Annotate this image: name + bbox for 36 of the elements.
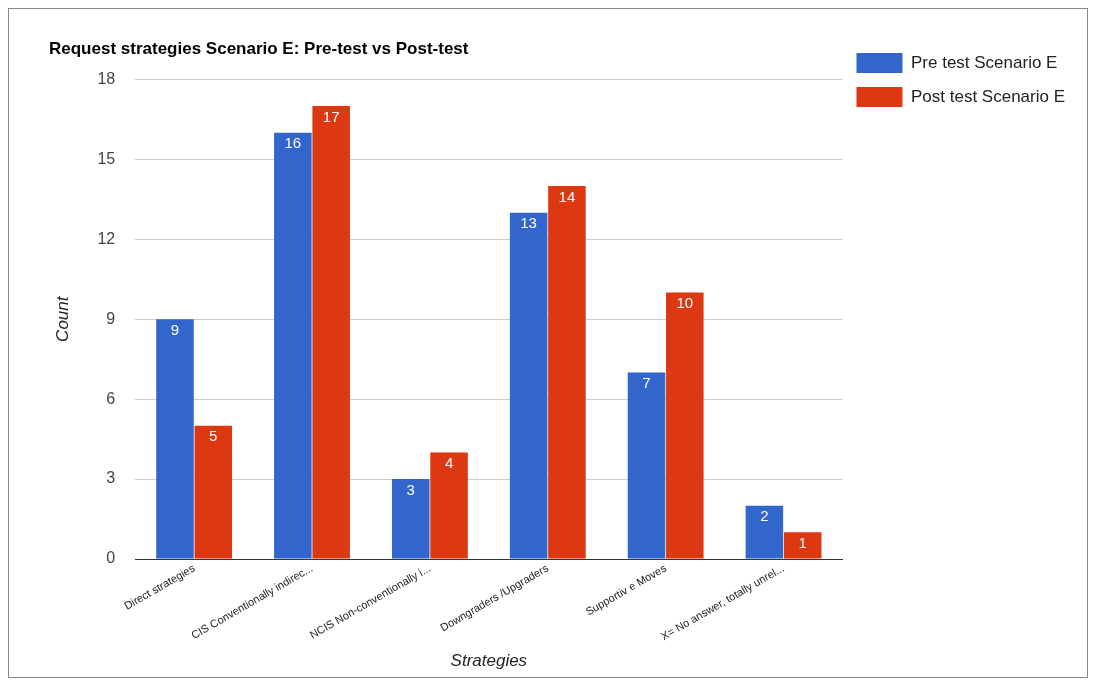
data-label: 17 [322, 107, 340, 125]
bar [430, 452, 468, 559]
bar [548, 185, 586, 559]
y-tick-label: 0 [106, 549, 116, 567]
bar [194, 425, 233, 559]
bar [156, 319, 194, 559]
bar [312, 106, 350, 559]
data-label: 9 [170, 320, 180, 338]
data-label: 13 [520, 214, 537, 232]
x-axis-title: Strategies [450, 650, 528, 670]
y-tick-label: 9 [106, 309, 116, 327]
bar [666, 292, 704, 559]
data-label: 3 [406, 480, 415, 498]
bar [391, 479, 430, 559]
bar [627, 372, 666, 559]
data-label: 5 [209, 427, 218, 445]
legend-label: Pre test Scenario E [910, 52, 1058, 72]
data-label: 7 [642, 374, 651, 392]
bar [509, 212, 548, 559]
bar [745, 505, 784, 559]
data-label: 14 [558, 187, 576, 205]
chart-title: Request strategies Scenario E: Pre-test vs Post-test [49, 38, 469, 58]
data-label: 10 [676, 294, 694, 312]
y-tick-label: 15 [97, 149, 116, 167]
data-label: 4 [444, 454, 454, 472]
y-tick-label: 3 [106, 469, 116, 487]
y-tick-label: 12 [97, 229, 116, 247]
y-tick-label: 18 [97, 69, 116, 87]
bar [783, 532, 822, 559]
bar [274, 132, 312, 559]
legend-label: Post test Scenario E [910, 86, 1066, 106]
data-label: 1 [798, 534, 807, 551]
data-label: 16 [284, 134, 302, 152]
y-tick-label: 6 [106, 389, 116, 407]
data-label: 2 [760, 507, 769, 525]
y-axis-title: Count [52, 295, 72, 342]
